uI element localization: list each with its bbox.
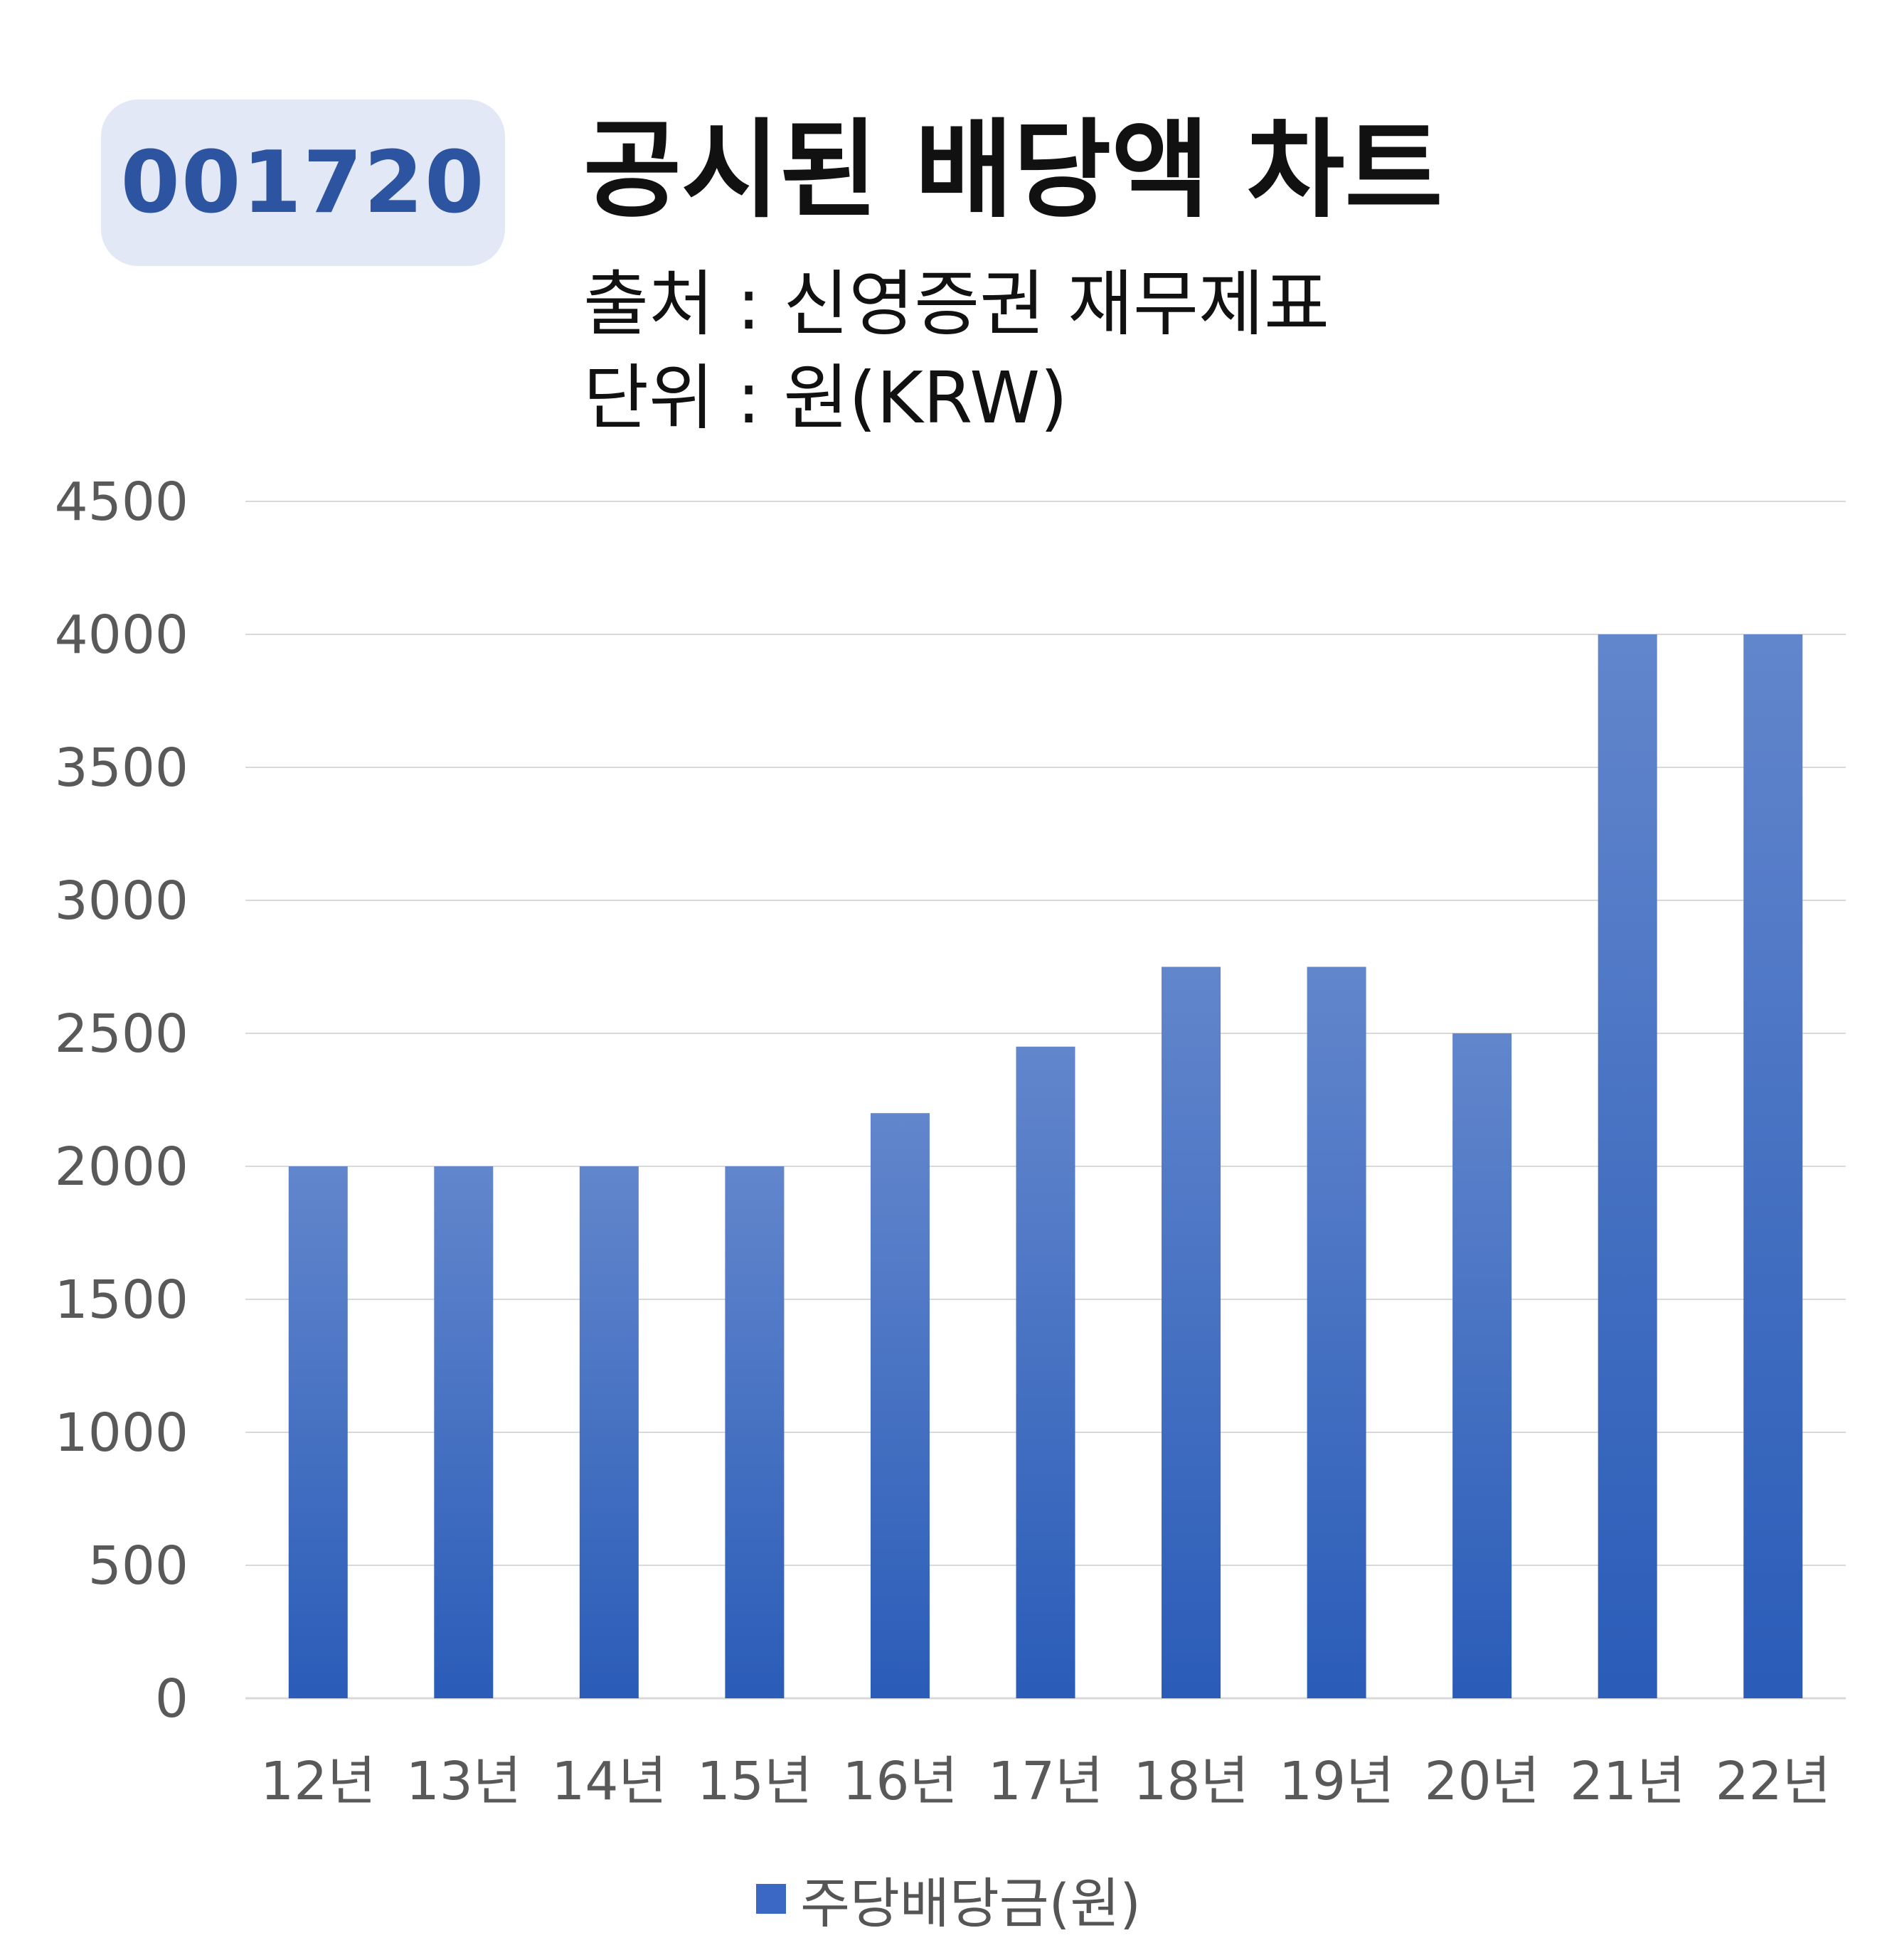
x-tick-label: 22년 [1716,1751,1831,1812]
bar [1598,634,1657,1698]
x-tick-label: 12년 [260,1751,376,1812]
unit-label: 단위 : 원(KRW) [583,356,1068,440]
x-tick-label: 17년 [988,1751,1103,1812]
y-tick-label: 4000 [55,604,188,666]
y-tick-label: 3000 [55,870,188,932]
y-tick-label: 1500 [55,1269,188,1331]
bar [1307,966,1366,1698]
y-tick-label: 1000 [55,1402,188,1464]
x-tick-label: 19년 [1279,1751,1394,1812]
x-tick-label: 20년 [1425,1751,1540,1812]
bar [1016,1046,1075,1698]
bar [725,1166,785,1698]
bar [288,1166,348,1698]
bar [1452,1033,1512,1698]
y-tick-label: 3500 [55,737,188,799]
bars [288,634,1803,1698]
y-tick-label: 2500 [55,1003,188,1065]
ticker-code: 001720 [120,133,486,233]
legend-swatch [756,1884,787,1914]
page-title: 공시된 배당액 차트 [583,109,1443,233]
x-tick-label: 21년 [1570,1751,1685,1812]
bar [1162,966,1221,1698]
legend-label: 주당배당금(원) [800,1872,1141,1935]
x-tick-label: 13년 [406,1751,521,1812]
x-axis-ticks: 12년 13년 14년 15년 16년 17년 18년 19년 20년 21년 22년 [260,1751,1831,1812]
ticker-badge: 001720 [101,100,505,266]
y-axis-ticks: 0 500 1000 1500 2000 2500 3000 3500 4000 4500 [55,472,188,1730]
bar [870,1113,930,1698]
bar [1743,634,1803,1698]
y-tick-label: 500 [88,1535,188,1597]
x-tick-label: 15년 [697,1751,812,1812]
y-tick-label: 0 [155,1668,188,1730]
y-tick-label: 2000 [55,1136,188,1198]
bar [579,1166,639,1698]
source-label: 출처 : 신영증권 재무제표 [583,262,1330,346]
x-tick-label: 18년 [1133,1751,1248,1812]
x-tick-label: 14년 [551,1751,666,1812]
legend: 주당배당금(원) [0,1860,1897,1938]
y-tick-label: 4500 [55,472,188,533]
bar [434,1166,494,1698]
x-tick-label: 16년 [842,1751,957,1812]
